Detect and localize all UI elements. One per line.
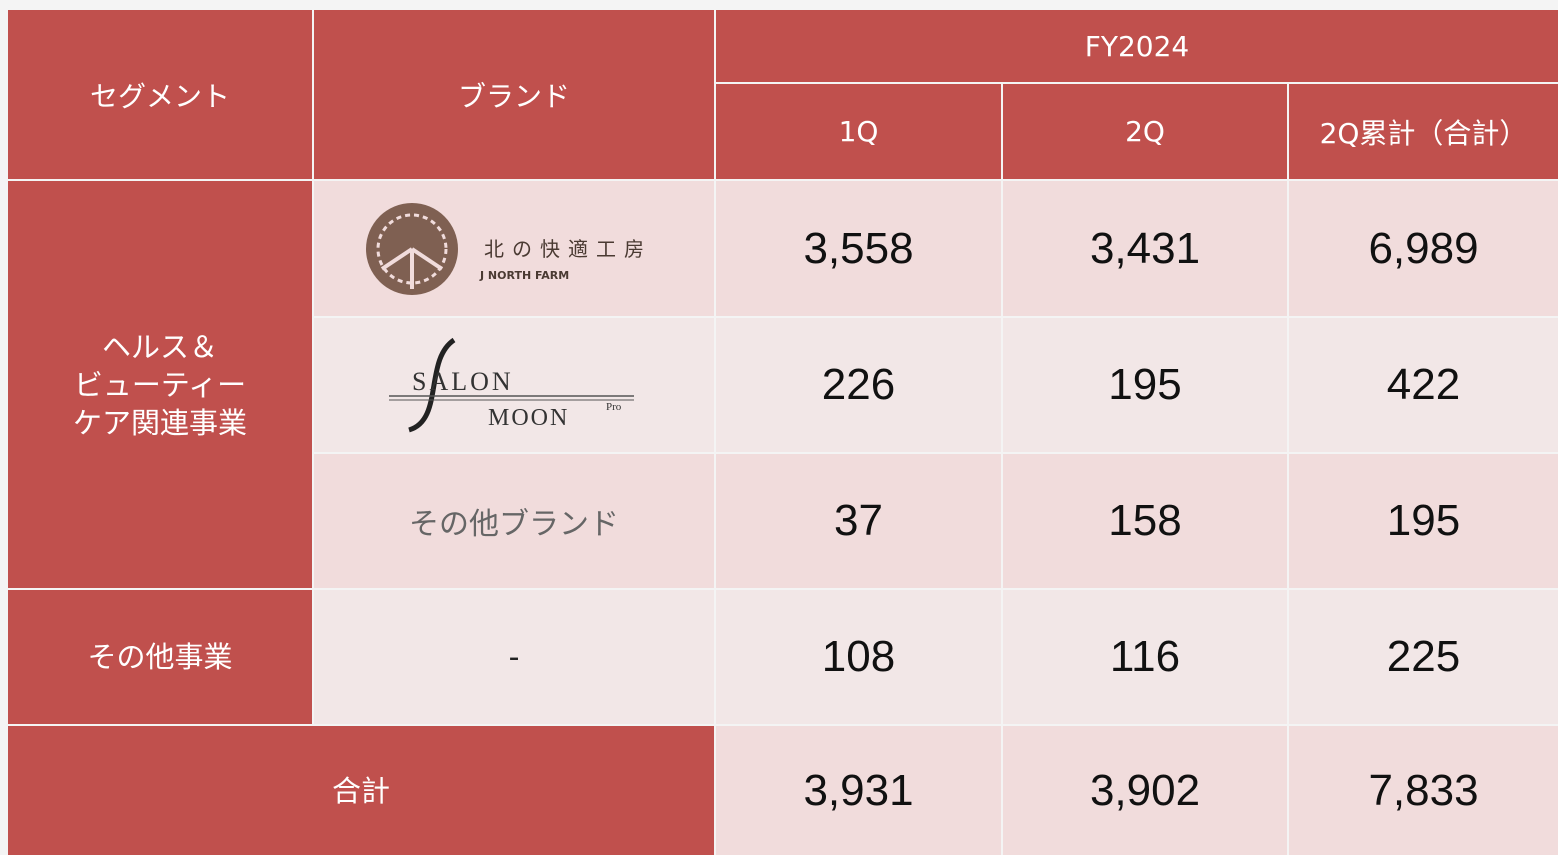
value: 37 bbox=[716, 454, 1001, 588]
segment-line: ビューティー bbox=[73, 367, 247, 402]
segment-line: ケア関連事業 bbox=[72, 405, 247, 440]
logo: 北の快適工房 J NORTH FARM bbox=[366, 202, 652, 295]
value: 422 bbox=[1289, 318, 1558, 452]
value: 3,902 bbox=[1003, 726, 1287, 855]
header-segment: セグメント bbox=[8, 10, 312, 179]
header-brand: ブランド bbox=[314, 10, 714, 179]
value: 3,558 bbox=[716, 181, 1001, 316]
value: 195 bbox=[1003, 318, 1287, 452]
value: 3,431 bbox=[1003, 181, 1287, 316]
value: 7,833 bbox=[1289, 726, 1558, 855]
segment-line: ヘルス＆ bbox=[101, 329, 218, 364]
value: 108 bbox=[716, 590, 1001, 724]
header-col: 2Q累計（合計） bbox=[1289, 84, 1558, 179]
logo-name: SALON bbox=[412, 367, 514, 396]
segment-line: その他事業 bbox=[87, 640, 233, 674]
value: 6,989 bbox=[1289, 181, 1558, 316]
logo-sub: J NORTH FARM bbox=[479, 269, 569, 282]
brand-logo-cell: SALON MOON Pro bbox=[314, 318, 714, 452]
total-label: 合計 bbox=[8, 726, 714, 855]
header-col: 1Q bbox=[716, 84, 1001, 179]
logo-mark: Pro bbox=[606, 401, 622, 413]
header-period: FY2024 bbox=[716, 10, 1558, 82]
logo: SALON MOON Pro bbox=[389, 337, 634, 433]
value: 158 bbox=[1003, 454, 1287, 588]
segment-cell: ヘルス＆ ビューティー ケア関連事業 bbox=[8, 181, 312, 588]
brand: - bbox=[314, 590, 714, 724]
value: 195 bbox=[1289, 454, 1558, 588]
logo-name: 北の快適工房 bbox=[484, 237, 652, 261]
value: 116 bbox=[1003, 590, 1287, 724]
segment-cell: その他事業 bbox=[8, 590, 312, 724]
value: 225 bbox=[1289, 590, 1558, 724]
brand: その他ブランド bbox=[314, 454, 714, 588]
brand-logo-cell: 北の快適工房 J NORTH FARM bbox=[314, 181, 714, 316]
header-col: 2Q bbox=[1003, 84, 1287, 179]
value: 3,931 bbox=[716, 726, 1001, 855]
logo-sub: MOON bbox=[488, 405, 569, 431]
value: 226 bbox=[716, 318, 1001, 452]
